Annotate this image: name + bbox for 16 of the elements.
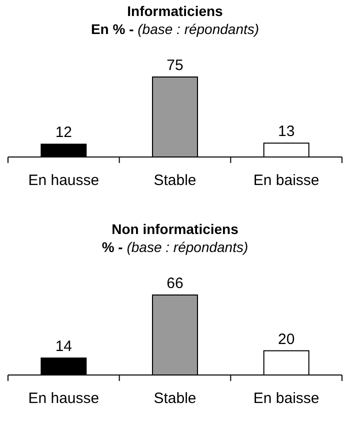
x-tick-label: En hausse <box>28 172 100 189</box>
x-tick-label: En baisse <box>253 390 320 407</box>
data-label: 75 <box>166 57 184 74</box>
data-label: 14 <box>55 338 72 356</box>
chart-subtitle: En % - (base : répondants) <box>90 21 260 37</box>
chart-title: Non informaticiens <box>112 221 239 237</box>
data-label: 13 <box>278 123 295 140</box>
chart-subtitle: % - (base : répondants) <box>102 239 248 255</box>
data-label: 66 <box>166 275 184 292</box>
x-tick-label: En baisse <box>253 172 320 189</box>
x-tick-label: En hausse <box>28 390 100 407</box>
chart-title: Informaticiens <box>127 3 224 19</box>
x-tick-label: Stable <box>154 390 196 407</box>
x-tick-label: Stable <box>154 172 196 189</box>
data-label: 20 <box>278 330 295 348</box>
data-label: 12 <box>55 124 72 142</box>
